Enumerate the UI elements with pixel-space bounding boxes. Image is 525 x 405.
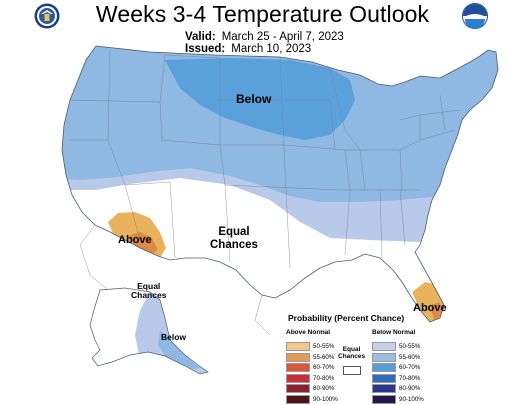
legend-below-row: 60-70%: [372, 363, 420, 372]
legend-below-swatch: [372, 352, 396, 362]
legend-equal-line2: Chances: [338, 353, 366, 361]
legend-above-row: 50-55%: [286, 342, 334, 351]
below-label-main: Below: [236, 92, 272, 106]
equal-chances-ak-line2: Chances: [131, 290, 167, 301]
legend-below-row: 90-100%: [372, 394, 424, 404]
legend-above-label: 60-70%: [313, 364, 335, 371]
legend-below-label: 90-100%: [399, 395, 424, 403]
issued-label: Issued:: [185, 43, 226, 55]
noaa-logo-icon: NOAA: [462, 3, 488, 29]
legend-above-swatch: [286, 384, 310, 393]
equal-chances-main-line1: Equal: [218, 226, 250, 238]
equal-chances-ak-line1: Equal: [137, 281, 161, 291]
issued-value: March 10, 2023: [231, 43, 312, 55]
legend-above-row: 90-100%: [286, 394, 338, 404]
equal-chances-main-line2: Chances: [210, 238, 258, 251]
valid-dates: Valid: March 25 - April 7, 2023: [185, 31, 344, 43]
issued-date: Issued: March 10, 2023: [185, 43, 311, 55]
legend-below-swatch: [372, 394, 396, 404]
legend-title: Probability (Percent Chance): [288, 313, 405, 323]
legend-above-swatch: [286, 373, 310, 383]
above-label-florida: Above: [413, 302, 447, 314]
equal-chances-label-alaska: Equal Chances: [131, 281, 167, 301]
legend-below-row: 55-60%: [372, 352, 421, 362]
legend-above-label: 55-60%: [313, 353, 335, 361]
legend-below-swatch: [372, 342, 396, 351]
legend-below-label: 60-70%: [399, 364, 421, 371]
legend-below-label: 55-60%: [399, 353, 421, 361]
legend-below-row: 50-55%: [372, 342, 420, 351]
svg-text:NOAA: NOAA: [469, 14, 481, 19]
legend-above-row: 60-70%: [286, 363, 334, 372]
legend-above-swatch: [286, 363, 310, 372]
legend-below-label: 70-80%: [399, 374, 421, 382]
valid-value: March 25 - April 7, 2023: [221, 31, 344, 43]
below-label-alaska: Below: [161, 332, 187, 342]
legend-below-row: 80-90%: [372, 384, 420, 393]
equal-chances-label-main: Equal Chances: [210, 226, 258, 251]
legend-equal-chances: Equal Chances: [338, 346, 365, 360]
legend-above-row: 80-90%: [286, 384, 334, 393]
legend-below-header: Below Normal: [372, 329, 416, 336]
legend-above-swatch: [286, 352, 310, 362]
legend-above-label: 80-90%: [313, 385, 335, 392]
legend-below-label: 80-90%: [399, 385, 421, 392]
legend-below-row: 70-80%: [372, 373, 421, 383]
legend-above-row: 55-60%: [286, 352, 335, 362]
above-label-southwest: Above: [118, 234, 152, 246]
legend-below-swatch: [372, 363, 396, 372]
commerce-seal-icon: [34, 3, 60, 29]
legend-above-swatch: [286, 394, 310, 404]
legend-above-row: 70-80%: [286, 373, 335, 383]
valid-label: Valid:: [185, 31, 216, 43]
page-title: Weeks 3-4 Temperature Outlook: [95, 1, 430, 27]
legend-below-label: 50-55%: [399, 343, 421, 350]
legend-below-swatch: [372, 384, 396, 393]
legend-above-label: 90-100%: [313, 395, 338, 403]
legend-above-label: 50-55%: [313, 343, 335, 350]
legend-above-label: 70-80%: [313, 374, 335, 382]
legend-below-swatch: [372, 373, 396, 383]
legend-above-header: Above Normal: [286, 329, 331, 336]
legend-equal-line1: Equal: [342, 346, 361, 353]
legend-above-swatch: [286, 342, 310, 351]
legend-equal-swatch: [343, 366, 361, 375]
